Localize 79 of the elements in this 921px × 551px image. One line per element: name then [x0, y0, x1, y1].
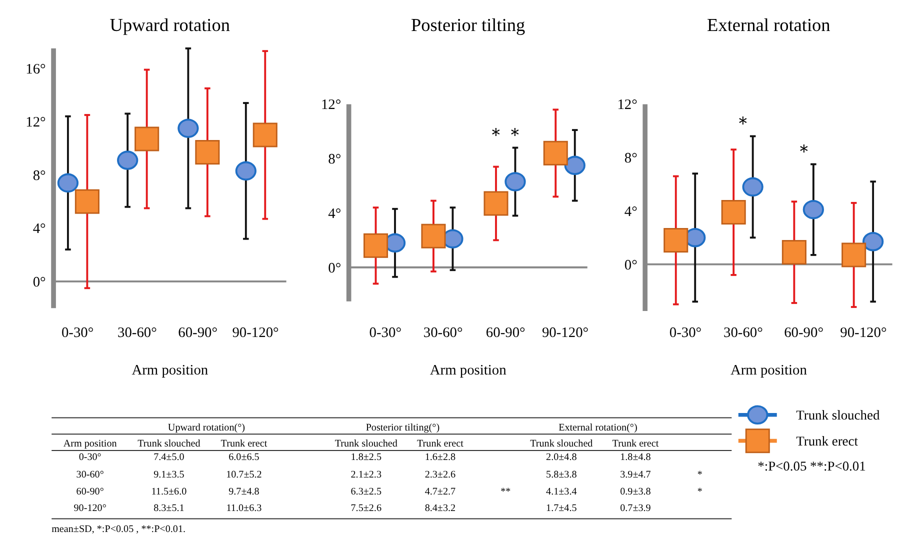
text: 30-60°: [76, 469, 104, 480]
text: 2.3±2.6: [424, 469, 456, 480]
x-tick-label: 90-120°: [542, 324, 589, 341]
text: Arm position: [63, 438, 117, 450]
y-tick-label: 0°: [328, 260, 342, 276]
y-tick-label: 4°: [32, 221, 46, 238]
text: 0-30°: [78, 452, 102, 464]
text: 6.3±2.5: [350, 486, 382, 498]
text: 11.5±6.0: [151, 486, 187, 498]
x-tick-label: 60-90°: [784, 324, 824, 341]
text: Trunk erect: [612, 438, 659, 450]
x-tick-label: 90-120°: [840, 324, 887, 341]
x-tick-label: 90-120°: [232, 324, 280, 341]
text: 2.0±4.8: [546, 452, 577, 464]
text: 9.1±3.5: [154, 469, 184, 480]
text: Trunk slouched: [530, 438, 593, 450]
text: 6.0±6.5: [228, 452, 260, 464]
legend-label: Trunk erect: [796, 434, 858, 449]
y-tick-label: 12°: [26, 114, 46, 131]
x-tick-label: 60-90°: [486, 324, 526, 341]
chart-title: External rotation: [707, 15, 830, 36]
x-tick-label: 0-30°: [61, 324, 94, 341]
y-tick-label: 16°: [26, 61, 46, 78]
x-tick-label: 60-90°: [178, 324, 218, 341]
x-axis-title: Arm position: [430, 362, 506, 378]
annotation: ＊: [794, 141, 814, 162]
annotation: ＊＊: [486, 124, 525, 146]
text: 4.7±2.7: [424, 486, 456, 498]
text: 1.7±4.5: [546, 503, 577, 514]
text: 4.1±3.4: [546, 486, 577, 498]
text: mean±SD, *:P<0.05 , **:P<0.01.: [52, 524, 186, 536]
text: Trunk slouched: [138, 438, 200, 450]
text: Posterior tilting(°): [366, 422, 440, 434]
x-tick-label: 30-60°: [724, 324, 764, 341]
text: 7.5±2.6: [350, 503, 382, 514]
x-tick-label: 0-30°: [369, 324, 402, 341]
text: 1.8±4.8: [620, 452, 651, 464]
text: 10.7±5.2: [226, 469, 262, 480]
text: **: [500, 486, 511, 498]
text: 3.9±4.7: [620, 469, 651, 480]
y-tick-label: 8°: [624, 150, 638, 167]
y-tick-label: 12°: [320, 97, 342, 114]
text: Trunk erect: [220, 438, 268, 450]
y-tick-label: 8°: [32, 168, 46, 184]
text: 0.7±3.9: [620, 503, 651, 514]
text: 1.6±2.8: [424, 452, 456, 464]
x-tick-label: 0-30°: [669, 324, 702, 341]
text: 1.8±2.5: [350, 452, 382, 464]
text: 60-90°: [76, 486, 104, 498]
legend-label: Trunk slouched: [796, 408, 880, 423]
text: 9.7±4.8: [228, 486, 260, 498]
text: 2.1±2.3: [350, 469, 382, 480]
y-tick-label: 0°: [32, 274, 46, 291]
text: 11.0±6.3: [226, 503, 262, 514]
x-tick-label: 30-60°: [423, 324, 464, 341]
text: 5.8±3.8: [546, 469, 577, 480]
x-axis-title: Arm position: [730, 362, 807, 378]
y-tick-label: 12°: [617, 97, 638, 114]
y-tick-label: 0°: [624, 257, 638, 274]
chart-title: Upward rotation: [110, 15, 230, 36]
text: Upward rotation(°): [168, 422, 246, 434]
text: 8.3±5.1: [154, 503, 184, 514]
text: 7.4±5.0: [154, 452, 184, 464]
text: 8.4±3.2: [424, 503, 456, 514]
x-tick-label: 30-60°: [118, 324, 158, 341]
y-tick-label: 4°: [624, 204, 638, 220]
text: External rotation(°): [558, 422, 638, 434]
text: *: [697, 469, 702, 480]
text: Trunk erect: [417, 438, 464, 450]
text: 90-120°: [74, 503, 106, 514]
text: Trunk slouched: [334, 438, 398, 450]
text: 0.9±3.8: [620, 486, 651, 498]
x-axis-title: Arm position: [132, 362, 208, 378]
text: *: [697, 486, 702, 498]
text: *:P<0.05 **:P<0.01: [758, 458, 866, 474]
chart-title: Posterior tilting: [411, 15, 526, 36]
y-tick-label: 4°: [328, 206, 342, 222]
y-tick-label: 8°: [328, 152, 342, 168]
annotation: ＊: [734, 113, 753, 134]
